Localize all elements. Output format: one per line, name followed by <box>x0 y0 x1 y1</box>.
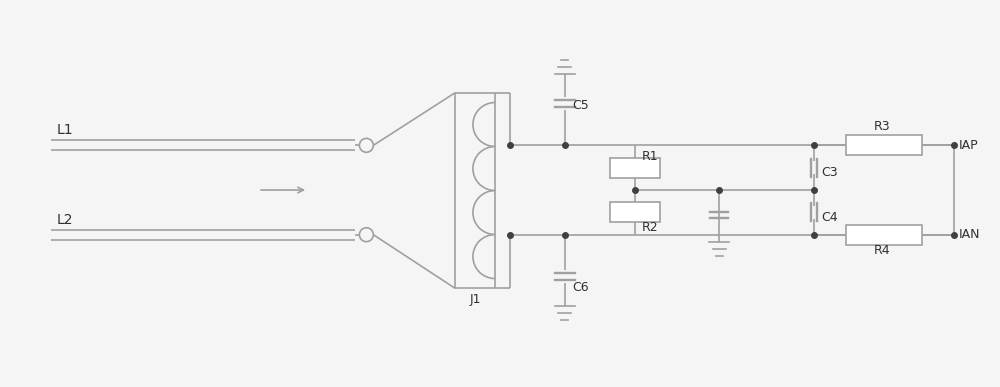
Text: IAP: IAP <box>959 139 978 152</box>
Bar <box>610 202 660 222</box>
Text: C6: C6 <box>572 281 588 295</box>
Text: IAN: IAN <box>959 228 980 241</box>
Text: C4: C4 <box>821 211 838 224</box>
Text: R1: R1 <box>642 150 658 163</box>
Bar <box>610 158 660 178</box>
Text: R4: R4 <box>874 243 891 257</box>
Text: R2: R2 <box>642 221 658 234</box>
Text: R3: R3 <box>874 120 891 134</box>
Text: J1: J1 <box>469 293 481 306</box>
Text: L2: L2 <box>56 213 73 227</box>
Text: L1: L1 <box>56 123 73 137</box>
Bar <box>846 225 922 245</box>
Bar <box>846 135 922 155</box>
Text: C3: C3 <box>821 166 838 179</box>
Text: C5: C5 <box>572 99 589 111</box>
